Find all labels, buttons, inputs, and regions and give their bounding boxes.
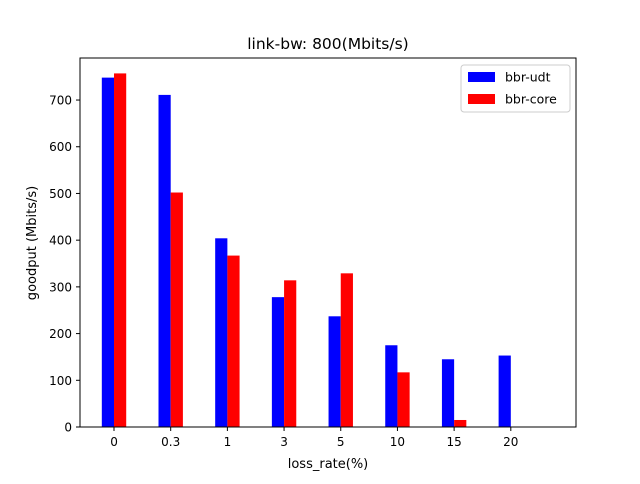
y-axis-label: goodput (Mbits/s) [25, 186, 40, 300]
x-tick-label: 15 [446, 435, 461, 449]
bar-bbr-udt-15 [441, 359, 455, 427]
y-tick-label: 600 [49, 140, 72, 154]
legend-swatch-bbr-core [468, 94, 495, 104]
x-tick-label: 5 [337, 435, 345, 449]
bar-bbr-core-1 [227, 255, 240, 427]
bar-bbr-core-0.3 [170, 192, 183, 427]
x-axis-label: loss_rate(%) [288, 457, 369, 472]
legend-label-bbr-udt: bbr-udt [505, 70, 551, 85]
x-tick-label: 0 [110, 435, 118, 449]
y-tick-label: 500 [49, 187, 72, 201]
bar-bbr-udt-0 [101, 77, 115, 428]
y-tick-label: 400 [49, 234, 72, 248]
y-tick-label: 700 [49, 94, 72, 108]
bar-bbr-core-10 [397, 372, 410, 427]
legend-label-bbr-core: bbr-core [505, 92, 557, 107]
legend-swatch-bbr-udt [468, 72, 495, 82]
x-tick-label: 10 [390, 435, 405, 449]
bar-bbr-core-3 [284, 280, 297, 427]
bar-bbr-udt-20 [498, 355, 511, 427]
y-tick-label: 300 [49, 280, 72, 294]
x-tick-label: 3 [280, 435, 288, 449]
y-tick-label: 200 [49, 327, 72, 341]
x-tick-label: 1 [224, 435, 232, 449]
x-tick-label: 0.3 [161, 435, 180, 449]
bar-bbr-core-5 [340, 273, 353, 427]
x-tick-label: 20 [503, 435, 518, 449]
bars-layer [101, 73, 511, 428]
axes-frame [79, 57, 577, 428]
y-tick-label: 100 [49, 374, 72, 388]
axes-layer: 0 100 200 300 400 500 600 700 0 0.3 1 3 5 10 15 20 [49, 57, 577, 449]
bar-bbr-udt-3 [271, 297, 285, 427]
bar-bbr-udt-5 [328, 316, 341, 427]
legend: bbr-udt bbr-core [460, 64, 571, 113]
bar-bbr-core-0 [114, 73, 127, 427]
bar-bbr-core-15 [454, 419, 467, 427]
chart-title: link-bw: 800(Mbits/s) [247, 35, 408, 53]
bar-bbr-udt-0.3 [158, 94, 171, 428]
y-tick-label: 0 [64, 421, 72, 435]
bar-bbr-udt-10 [385, 345, 398, 427]
bar-bbr-udt-1 [215, 238, 228, 427]
